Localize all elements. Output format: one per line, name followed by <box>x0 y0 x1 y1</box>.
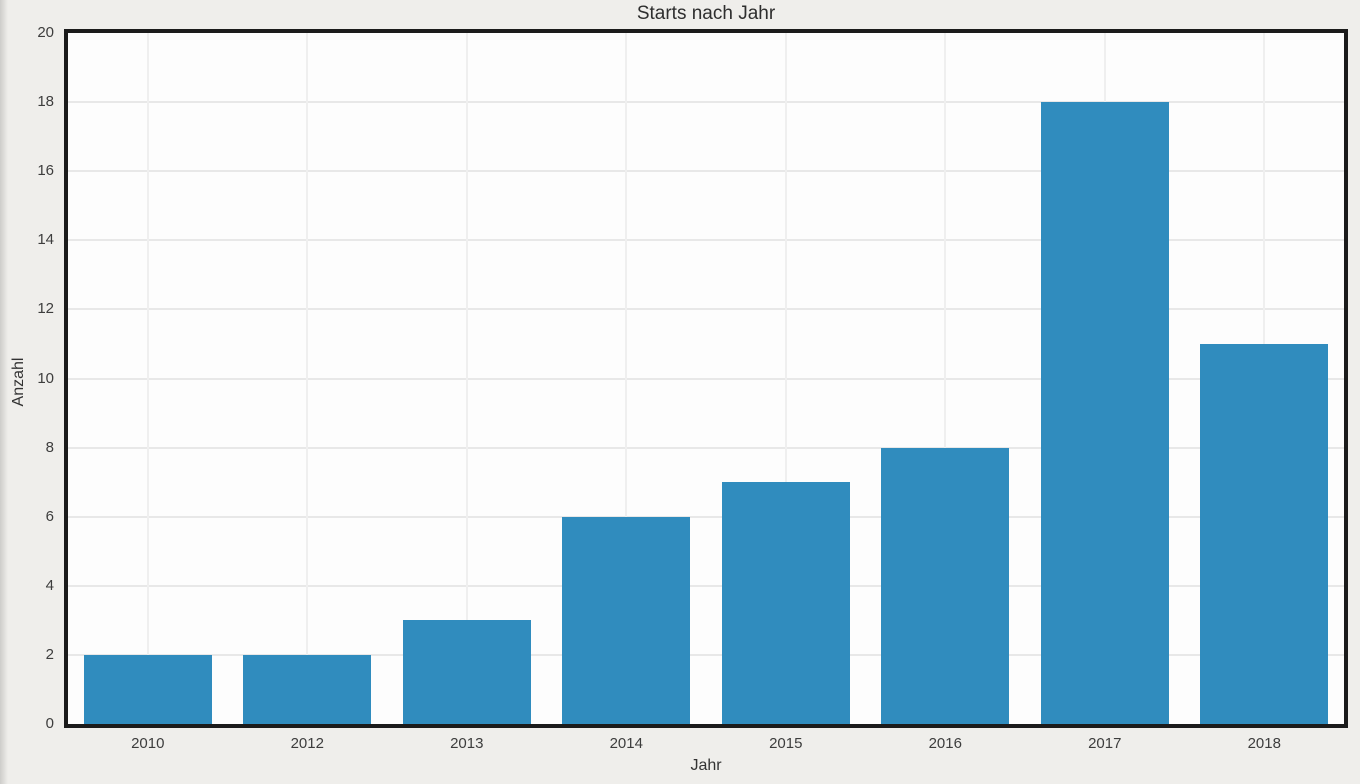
chart-title: Starts nach Jahr <box>636 3 776 24</box>
x-tick-2013: 2013 <box>450 735 484 752</box>
y-tick-12: 12 <box>37 300 54 318</box>
gridline-y-12 <box>68 308 1344 311</box>
bar-2013 <box>402 620 531 724</box>
bar-2010 <box>83 654 212 724</box>
bar-2017 <box>1040 102 1169 724</box>
gridline-x-2010 <box>146 33 149 724</box>
bar-2018 <box>1200 343 1329 724</box>
gridline-y-16 <box>68 170 1344 173</box>
x-tick-2016: 2016 <box>928 735 962 752</box>
bars-layer <box>68 33 1344 724</box>
bar-2016 <box>881 447 1010 724</box>
plot-area <box>64 29 1348 728</box>
y-tick-14: 14 <box>37 231 54 249</box>
y-tick-8: 8 <box>45 438 54 456</box>
gridline-y-4 <box>68 584 1344 587</box>
y-tick-18: 18 <box>37 93 54 111</box>
y-tick-20: 20 <box>37 24 54 41</box>
gridline-x-2016 <box>944 33 947 724</box>
gridline-y-18 <box>68 101 1344 104</box>
y-tick-2: 2 <box>45 645 54 663</box>
gridline-y-14 <box>68 239 1344 242</box>
x-tick-2017: 2017 <box>1088 735 1122 752</box>
bar-2012 <box>243 654 372 724</box>
y-tick-4: 4 <box>45 576 54 594</box>
y-tick-10: 10 <box>37 369 54 387</box>
y-tick-0: 0 <box>45 715 54 732</box>
gridline-x-2015 <box>784 33 787 724</box>
x-tick-2015: 2015 <box>769 735 803 752</box>
gridline-y-10 <box>68 377 1344 380</box>
x-axis-label: Jahr <box>690 757 722 774</box>
gridline-x-2013 <box>465 33 468 724</box>
y-tick-6: 6 <box>45 507 54 525</box>
x-tick-2012: 2012 <box>290 735 324 752</box>
gridline-y-6 <box>68 515 1344 518</box>
x-tick-2018: 2018 <box>1247 735 1281 752</box>
gridline-y-2 <box>68 653 1344 656</box>
x-tick-2014: 2014 <box>609 735 643 752</box>
y-tick-16: 16 <box>37 162 54 180</box>
bar-2014 <box>562 516 691 724</box>
bar-2015 <box>721 482 850 724</box>
x-tick-2010: 2010 <box>131 735 165 752</box>
gridline-x-2012 <box>306 33 309 724</box>
gridline-y-8 <box>68 446 1344 449</box>
gridline-x-2014 <box>625 33 628 724</box>
